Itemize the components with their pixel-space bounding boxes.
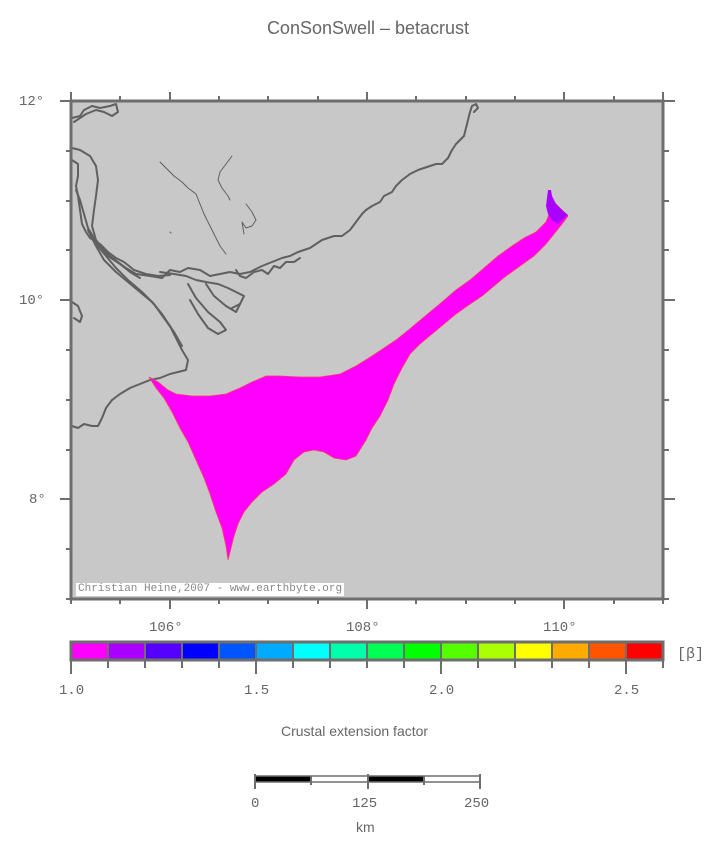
colorbar xyxy=(69,640,665,674)
scale-label-250: 250 xyxy=(464,796,490,812)
x-axis-label-108: 108° xyxy=(346,620,380,636)
extension-region-magenta xyxy=(148,203,569,561)
coastlines xyxy=(71,103,479,429)
y-axis-label-8: 8° xyxy=(29,492,46,508)
colorbar-title: Crustal extension factor xyxy=(281,723,429,739)
x-axis-label-106: 106° xyxy=(149,620,183,636)
y-axis-label-10: 10° xyxy=(19,293,45,309)
scale-bar xyxy=(254,774,481,789)
colorbar-tick-1-5: 1.5 xyxy=(244,683,270,699)
map-title: ConSonSwell – betacrust xyxy=(266,18,470,38)
scale-label-0: 0 xyxy=(251,796,260,812)
map-background xyxy=(71,101,663,599)
colorbar-unit: [β] xyxy=(677,646,705,663)
scale-unit: km xyxy=(356,819,375,835)
scale-label-125: 125 xyxy=(352,796,378,812)
x-axis-label-110: 110° xyxy=(543,620,577,636)
colorbar-tick-2-0: 2.0 xyxy=(429,683,455,699)
axis-ticks xyxy=(60,92,675,609)
colorbar-tick-1-0: 1.0 xyxy=(59,683,85,699)
extension-region-purple xyxy=(546,190,568,224)
colorbar-tick-2-5: 2.5 xyxy=(614,683,640,699)
y-axis-label-12: 12° xyxy=(19,94,45,110)
credit-label: Christian Heine,2007 - www.earthbyte.org xyxy=(76,583,345,596)
